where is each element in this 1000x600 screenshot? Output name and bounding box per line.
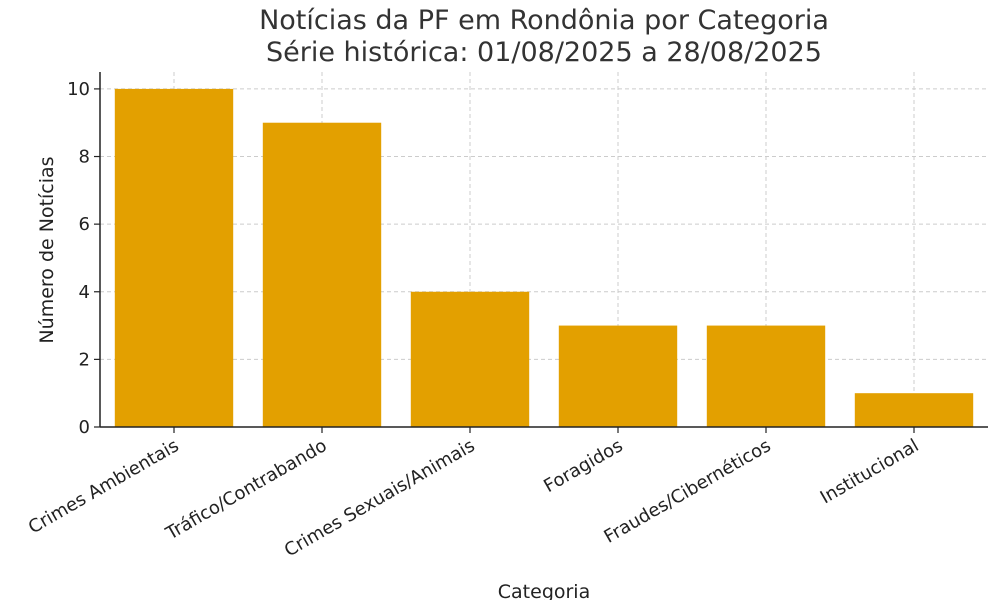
bar [706,325,826,427]
bar [854,393,974,427]
x-axis-label: Categoria [498,581,590,600]
chart-title: Notícias da PF em Rondônia por Categoria [259,5,829,36]
y-tick-label: 8 [79,147,90,168]
y-tick-label: 4 [79,282,90,303]
x-tick-label: Institucional [817,435,923,508]
y-tick-label: 6 [79,214,90,235]
axes [94,72,988,433]
y-tick-label: 0 [79,417,90,438]
chart-subtitle: Série histórica: 01/08/2025 a 28/08/2025 [266,37,822,68]
bars [114,88,974,428]
bar [410,291,530,427]
y-tick-label: 2 [79,349,90,370]
x-tick-label: Crimes Ambientais [25,435,183,538]
bar [114,88,234,428]
x-tick-label: Fraudes/Cibernéticos [600,435,774,548]
x-tick-label: Foragidos [540,435,626,497]
x-tick-labels: Crimes AmbientaisTráfico/ContrabandoCrim… [25,435,923,561]
y-tick-label: 10 [67,79,90,100]
y-tick-labels: 0 2 4 6 8 10 [67,79,90,438]
bar [262,122,382,427]
y-axis-label: Número de Notícias [36,156,58,343]
bar [558,325,678,427]
